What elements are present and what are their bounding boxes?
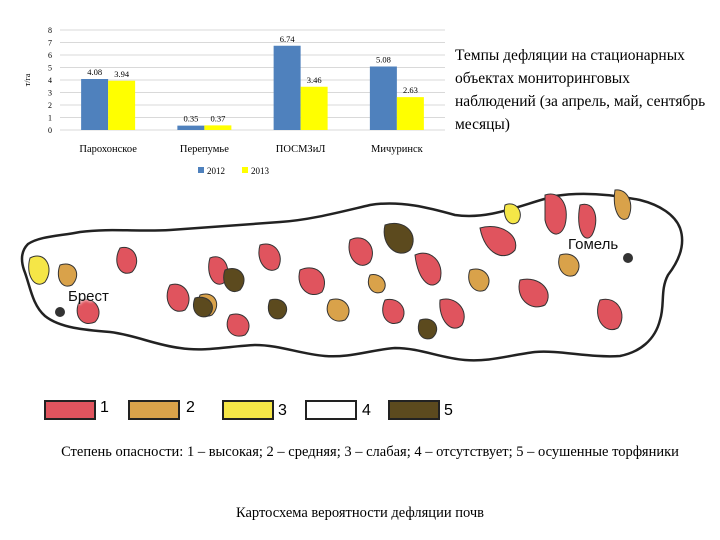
value-label: 3.46 bbox=[307, 75, 322, 85]
bar-2013-2 bbox=[300, 86, 328, 130]
legend-label-2013: 2013 bbox=[251, 166, 270, 176]
y-tick-label: 8 bbox=[48, 26, 52, 35]
legend-label-1: 1 bbox=[100, 399, 109, 416]
map-title: Картосхема вероятности дефляции почв bbox=[235, 505, 484, 521]
city-label-brest: Брест bbox=[68, 288, 109, 305]
value-label: 5.08 bbox=[376, 55, 391, 65]
x-tick-labels: Парохонское Перепумье ПОСМЗиЛ Мичуринск bbox=[79, 144, 423, 155]
deflation-map bbox=[20, 189, 684, 362]
bar-2012-1 bbox=[177, 125, 205, 130]
legend-label-2012: 2012 bbox=[207, 166, 225, 176]
value-label: 0.37 bbox=[210, 113, 225, 123]
region-outline bbox=[20, 192, 684, 362]
x-tick-label: Мичуринск bbox=[371, 144, 424, 155]
x-tick-label: Парохонское bbox=[79, 144, 137, 155]
legend-swatch-2 bbox=[128, 400, 180, 420]
value-label: 6.74 bbox=[280, 34, 296, 44]
chart-bars bbox=[81, 45, 424, 130]
chart-description: Темпы дефляции на стационарных объектах … bbox=[455, 47, 706, 133]
legend-swatch-4 bbox=[305, 400, 357, 420]
y-tick-labels: 0 1 2 3 4 5 6 7 8 bbox=[48, 26, 52, 135]
x-tick-label: ПОСМЗиЛ bbox=[276, 144, 326, 155]
zone-low-patches bbox=[28, 203, 521, 285]
legend-label-4: 4 bbox=[362, 402, 371, 419]
bar-2013-1 bbox=[204, 125, 232, 130]
city-label-gomel: Гомель bbox=[568, 236, 619, 253]
y-tick-label: 3 bbox=[48, 89, 52, 98]
map-caption: Степень опасности: 1 – высокая; 2 – сред… bbox=[61, 444, 679, 460]
legend-swatch-2013 bbox=[242, 167, 248, 173]
legend-swatch-2012 bbox=[198, 167, 204, 173]
y-tick-label: 7 bbox=[48, 39, 52, 48]
zone-peat-patches bbox=[193, 222, 438, 340]
value-label: 2.63 bbox=[403, 85, 418, 95]
y-tick-label: 0 bbox=[48, 126, 52, 135]
y-tick-label: 4 bbox=[48, 76, 52, 85]
x-tick-label: Перепумье bbox=[180, 144, 229, 155]
y-tick-label: 1 bbox=[48, 114, 52, 123]
value-labels: 4.08 3.94 0.35 0.37 6.74 3.46 5.08 2.63 bbox=[87, 34, 418, 124]
bar-chart: 0 1 2 3 4 5 6 7 8 т/га 4.08 3.94 0.35 0.37 6.74 3.46 5… bbox=[23, 26, 445, 176]
value-label: 0.35 bbox=[183, 114, 198, 124]
legend-swatch-3 bbox=[222, 400, 274, 420]
city-dot-gomel bbox=[623, 253, 633, 263]
legend-swatch-5 bbox=[388, 400, 440, 420]
bar-2013-0 bbox=[108, 80, 136, 130]
chart-legend: 2012 2013 bbox=[198, 166, 270, 176]
legend-label-2: 2 bbox=[186, 399, 195, 416]
y-tick-label: 2 bbox=[48, 101, 52, 110]
legend-swatch-1 bbox=[44, 400, 96, 420]
legend-label-5: 5 bbox=[444, 402, 453, 419]
zone-high-patches bbox=[76, 193, 623, 337]
bar-2012-3 bbox=[369, 66, 397, 130]
value-label: 3.94 bbox=[114, 69, 130, 79]
legend-label-3: 3 bbox=[278, 402, 287, 419]
city-dot-brest bbox=[55, 307, 65, 317]
bar-2012-2 bbox=[273, 45, 301, 130]
value-label: 4.08 bbox=[87, 67, 102, 77]
y-axis-label: т/га bbox=[23, 73, 32, 86]
bar-2013-3 bbox=[396, 97, 424, 130]
bar-2012-0 bbox=[81, 79, 109, 130]
y-tick-label: 5 bbox=[48, 64, 52, 73]
y-tick-label: 6 bbox=[48, 51, 52, 60]
